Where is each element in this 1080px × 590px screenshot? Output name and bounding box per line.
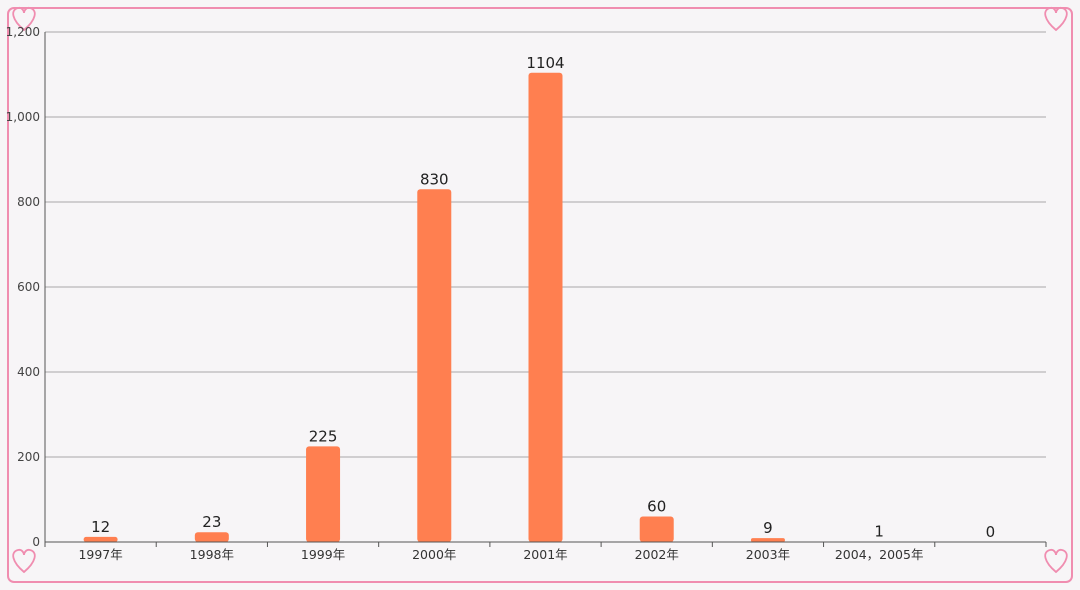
bar bbox=[417, 189, 452, 542]
x-category-label: 2002年 bbox=[635, 547, 679, 562]
bar bbox=[83, 536, 118, 542]
x-category-label: 2003年 bbox=[746, 547, 790, 562]
y-tick-label: 400 bbox=[17, 365, 40, 379]
heart-corner-icon bbox=[1044, 6, 1068, 32]
heart-corner-icon bbox=[12, 6, 36, 32]
x-category-label: 2001年 bbox=[523, 547, 567, 562]
bar bbox=[750, 538, 785, 542]
x-axis: 1997年 1998年 1999年 2000年 2001年 2002年 2003年 2004，… bbox=[44, 32, 1047, 562]
x-category-label: 1997年 bbox=[78, 547, 122, 562]
heart-corner-icon bbox=[1044, 548, 1068, 574]
bar-value-label: 9 bbox=[763, 519, 773, 537]
y-tick-label: 800 bbox=[17, 195, 40, 209]
bar-value-label: 0 bbox=[986, 523, 996, 541]
bar bbox=[194, 532, 229, 542]
bar-value-label: 12 bbox=[91, 518, 110, 536]
bar-value-label: 1104 bbox=[526, 54, 564, 72]
y-axis-ticks: 0 200 400 600 800 1,000 1,200 bbox=[6, 25, 40, 549]
bar bbox=[306, 446, 341, 542]
bar-value-label: 60 bbox=[647, 498, 666, 516]
x-category-label: 2000年 bbox=[412, 547, 456, 562]
bar-value-label: 830 bbox=[420, 170, 449, 188]
x-category-label: 1998年 bbox=[190, 547, 234, 562]
heart-corner-icon bbox=[12, 548, 36, 574]
bar-value-label: 23 bbox=[202, 513, 221, 531]
data-labels: 12 23 225 830 1104 60 9 1 0 bbox=[91, 54, 995, 541]
bars bbox=[83, 72, 897, 543]
frame-border bbox=[7, 7, 1073, 583]
y-tick-label: 0 bbox=[32, 535, 40, 549]
bar-value-label: 1 bbox=[874, 523, 884, 541]
y-tick-label: 1,000 bbox=[6, 110, 40, 124]
bar bbox=[528, 72, 563, 543]
bar-value-label: 225 bbox=[309, 427, 338, 445]
y-tick-label: 200 bbox=[17, 450, 40, 464]
y-tick-label: 1,200 bbox=[6, 25, 40, 39]
x-category-label: 1999年 bbox=[301, 547, 345, 562]
x-category-label: 2004，2005年 bbox=[835, 547, 924, 562]
y-tick-label: 600 bbox=[17, 280, 40, 294]
bar bbox=[639, 516, 674, 542]
